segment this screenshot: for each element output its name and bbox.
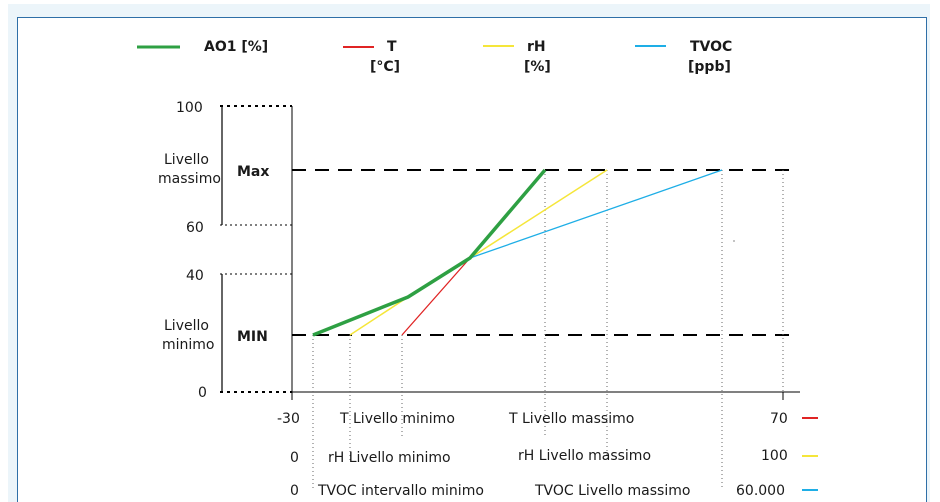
ao1-curve: [312, 168, 547, 337]
legend-tvoc-label: TVOC: [690, 39, 732, 55]
min-tag: MIN: [237, 329, 268, 345]
min-group-label-2: minimo: [162, 337, 215, 353]
diagram-panel: [17, 17, 927, 502]
x-rh-start: 0: [290, 450, 299, 466]
x-t-start: -30: [277, 411, 300, 427]
legend-rh-label: rH: [527, 39, 546, 55]
max-tag: Max: [237, 164, 269, 180]
x-t-min-label: T Livello minimo: [339, 411, 455, 427]
x-rh-min-label: rH Livello minimo: [328, 450, 451, 466]
x-tvoc-max-label: TVOC Livello massimo: [534, 483, 690, 499]
x-rh-end: 100: [761, 448, 788, 464]
y-tick-100: 100: [176, 100, 203, 116]
rh-curve: [349, 169, 608, 336]
x-tvoc-min-label: TVOC intervallo minimo: [317, 483, 484, 499]
max-group-label-1: Livello: [164, 152, 209, 168]
legend-t-label: T: [387, 39, 397, 55]
y-tick-40: 40: [186, 268, 204, 284]
y-tick-0: 0: [198, 385, 207, 401]
legend-tvoc-unit: [ppb]: [688, 59, 731, 75]
y-tick-60: 60: [186, 220, 204, 236]
x-rh-max-label: rH Livello massimo: [518, 448, 651, 464]
x-tvoc-end: 60.000: [736, 483, 785, 499]
legend-t-unit: [°C]: [370, 59, 400, 75]
legend-ao1-label: AO1 [%]: [204, 39, 268, 55]
x-t-end: 70: [770, 411, 788, 427]
x-t-max-label: T Livello massimo: [508, 411, 634, 427]
x-tvoc-start: 0: [290, 483, 299, 499]
legend-rh-unit: [%]: [524, 59, 551, 75]
min-group-label-1: Livello: [164, 318, 209, 334]
max-group-label-2: massimo: [158, 171, 221, 187]
